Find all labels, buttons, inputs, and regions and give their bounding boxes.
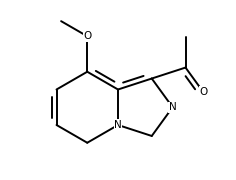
Text: O: O xyxy=(83,31,91,41)
Text: N: N xyxy=(114,120,122,130)
Text: O: O xyxy=(199,87,207,97)
Text: N: N xyxy=(169,102,177,112)
